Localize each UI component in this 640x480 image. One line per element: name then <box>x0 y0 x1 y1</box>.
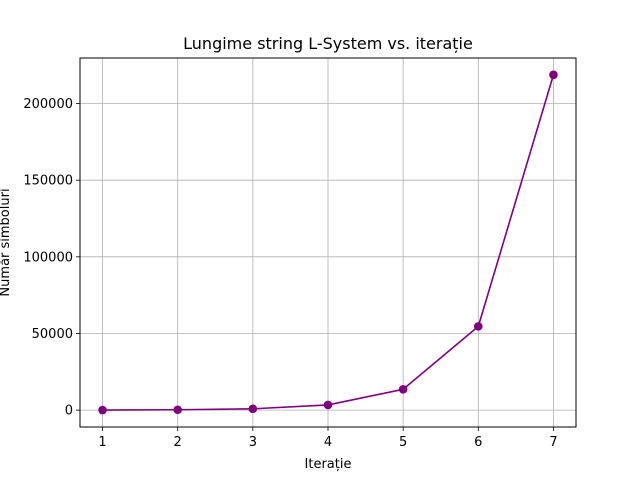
x-tick-label: 7 <box>549 435 557 450</box>
grid <box>80 58 576 427</box>
y-tick-label: 100000 <box>23 250 73 265</box>
data-point <box>173 405 182 415</box>
y-tick-label: 150000 <box>23 174 73 189</box>
y-tick-label: 0 <box>65 404 73 419</box>
x-ticks: 1 2 3 4 5 6 7 <box>98 427 558 450</box>
data-point <box>549 70 558 80</box>
x-tick-label: 6 <box>474 435 482 450</box>
y-ticks: 0 50000 100000 150000 200000 <box>23 97 80 419</box>
chart-title: Lungime string L-System vs. iterație <box>183 34 473 53</box>
series-layer <box>98 70 558 415</box>
data-point <box>474 322 483 331</box>
x-tick-label: 1 <box>98 435 106 450</box>
data-point <box>323 400 333 410</box>
data-point <box>98 405 107 415</box>
data-point <box>248 404 258 414</box>
y-tick-label: 200000 <box>23 97 73 112</box>
x-tick-label: 5 <box>399 435 407 450</box>
x-tick-label: 4 <box>324 435 332 450</box>
x-tick-label: 3 <box>249 435 257 450</box>
x-tick-label: 2 <box>174 435 182 450</box>
y-tick-label: 50000 <box>32 327 73 342</box>
y-axis-label: Număr simboluri <box>0 188 13 296</box>
data-point <box>398 384 408 394</box>
x-axis-label: Iterație <box>305 457 352 472</box>
